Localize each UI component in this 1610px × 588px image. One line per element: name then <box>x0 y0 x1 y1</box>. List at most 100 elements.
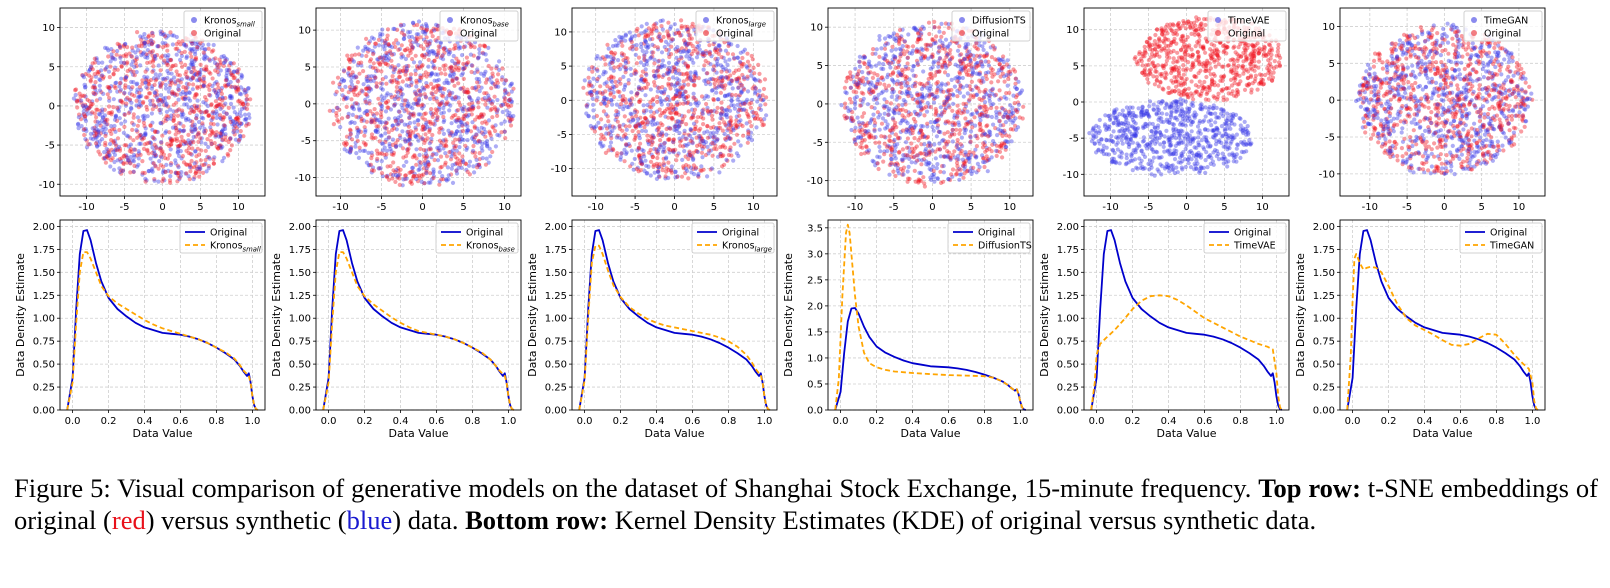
original-point <box>638 141 643 146</box>
original-point <box>190 119 195 124</box>
synthetic-point <box>618 157 623 162</box>
original-point <box>424 74 429 79</box>
original-point <box>439 93 444 98</box>
synthetic-point <box>199 67 204 72</box>
synthetic-point <box>601 143 606 148</box>
synthetic-point <box>150 84 155 89</box>
synthetic-point <box>103 118 108 123</box>
original-point <box>431 175 436 181</box>
original-point <box>355 93 360 98</box>
synthetic-point <box>369 74 374 79</box>
synthetic-point <box>223 56 228 61</box>
original-point <box>134 64 139 69</box>
original-point <box>150 59 156 64</box>
synthetic-point <box>190 87 195 92</box>
original-point <box>90 85 95 90</box>
synthetic-point <box>734 151 740 156</box>
synthetic-point <box>881 66 886 72</box>
original-point <box>379 69 384 74</box>
original-point <box>430 114 435 119</box>
synthetic-point <box>382 53 388 58</box>
synthetic-point <box>688 70 693 75</box>
synthetic-point <box>449 131 454 136</box>
original-point <box>211 122 216 127</box>
original-point <box>376 124 381 129</box>
original-point <box>184 148 189 153</box>
synthetic-point <box>380 44 386 49</box>
original-point <box>623 97 628 102</box>
original-point <box>229 143 234 148</box>
original-point <box>623 132 628 137</box>
original-point <box>191 140 196 145</box>
x-tick-label: -5 <box>630 202 640 213</box>
original-point <box>167 178 173 183</box>
synthetic-point <box>410 44 415 50</box>
original-point <box>204 110 209 115</box>
original-point <box>137 85 142 90</box>
synthetic-point <box>127 109 132 114</box>
original-point <box>176 173 181 178</box>
original-point <box>168 30 173 35</box>
synthetic-point <box>407 137 412 142</box>
original-point <box>168 67 173 72</box>
original-point <box>436 51 441 56</box>
original-point <box>145 60 150 65</box>
original-point <box>181 85 186 90</box>
original-point <box>667 76 672 81</box>
y-tick-label: 5 <box>49 62 55 73</box>
original-point <box>701 122 706 127</box>
synthetic-point <box>238 85 243 90</box>
original-point <box>495 80 500 85</box>
original-point <box>934 34 939 39</box>
synthetic-point <box>138 103 143 108</box>
synthetic-point <box>129 79 134 85</box>
original-point <box>443 137 448 142</box>
original-point <box>671 137 677 142</box>
original-point <box>950 167 956 172</box>
synthetic-point <box>591 108 596 113</box>
original-point <box>396 166 401 171</box>
original-point <box>374 148 379 153</box>
original-point <box>151 102 156 107</box>
synthetic-point <box>158 31 163 37</box>
original-point <box>439 71 444 76</box>
original-point <box>442 67 447 72</box>
synthetic-point <box>134 103 139 108</box>
synthetic-point <box>736 85 741 90</box>
synthetic-point <box>184 54 189 59</box>
original-point <box>82 114 88 119</box>
original-point <box>337 107 342 112</box>
synthetic-point <box>229 61 234 66</box>
original-point <box>666 115 671 120</box>
synthetic-point <box>412 171 417 176</box>
synthetic-point <box>135 164 140 169</box>
original-point <box>347 57 352 62</box>
synthetic-point <box>349 79 354 84</box>
synthetic-point <box>951 101 956 106</box>
synthetic-point <box>358 148 363 153</box>
synthetic-point <box>198 166 203 171</box>
original-point <box>162 58 167 63</box>
original-point <box>950 108 955 113</box>
synthetic-point <box>889 94 894 99</box>
synthetic-point <box>442 118 447 123</box>
original-point <box>159 150 164 155</box>
original-point <box>400 68 405 73</box>
original-point <box>181 96 186 102</box>
synthetic-point <box>217 143 223 149</box>
synthetic-point <box>96 129 101 134</box>
synthetic-point <box>199 115 204 120</box>
synthetic-point <box>911 73 916 78</box>
synthetic-point <box>612 125 617 130</box>
original-point <box>691 48 696 54</box>
original-point <box>365 86 370 91</box>
synthetic-point <box>363 46 368 51</box>
synthetic-point <box>363 129 368 135</box>
original-point <box>1002 79 1007 84</box>
original-point <box>202 67 207 72</box>
original-point <box>117 44 122 49</box>
original-point <box>94 107 99 112</box>
original-point <box>666 20 671 25</box>
original-point <box>421 127 426 132</box>
synthetic-point <box>211 57 216 62</box>
